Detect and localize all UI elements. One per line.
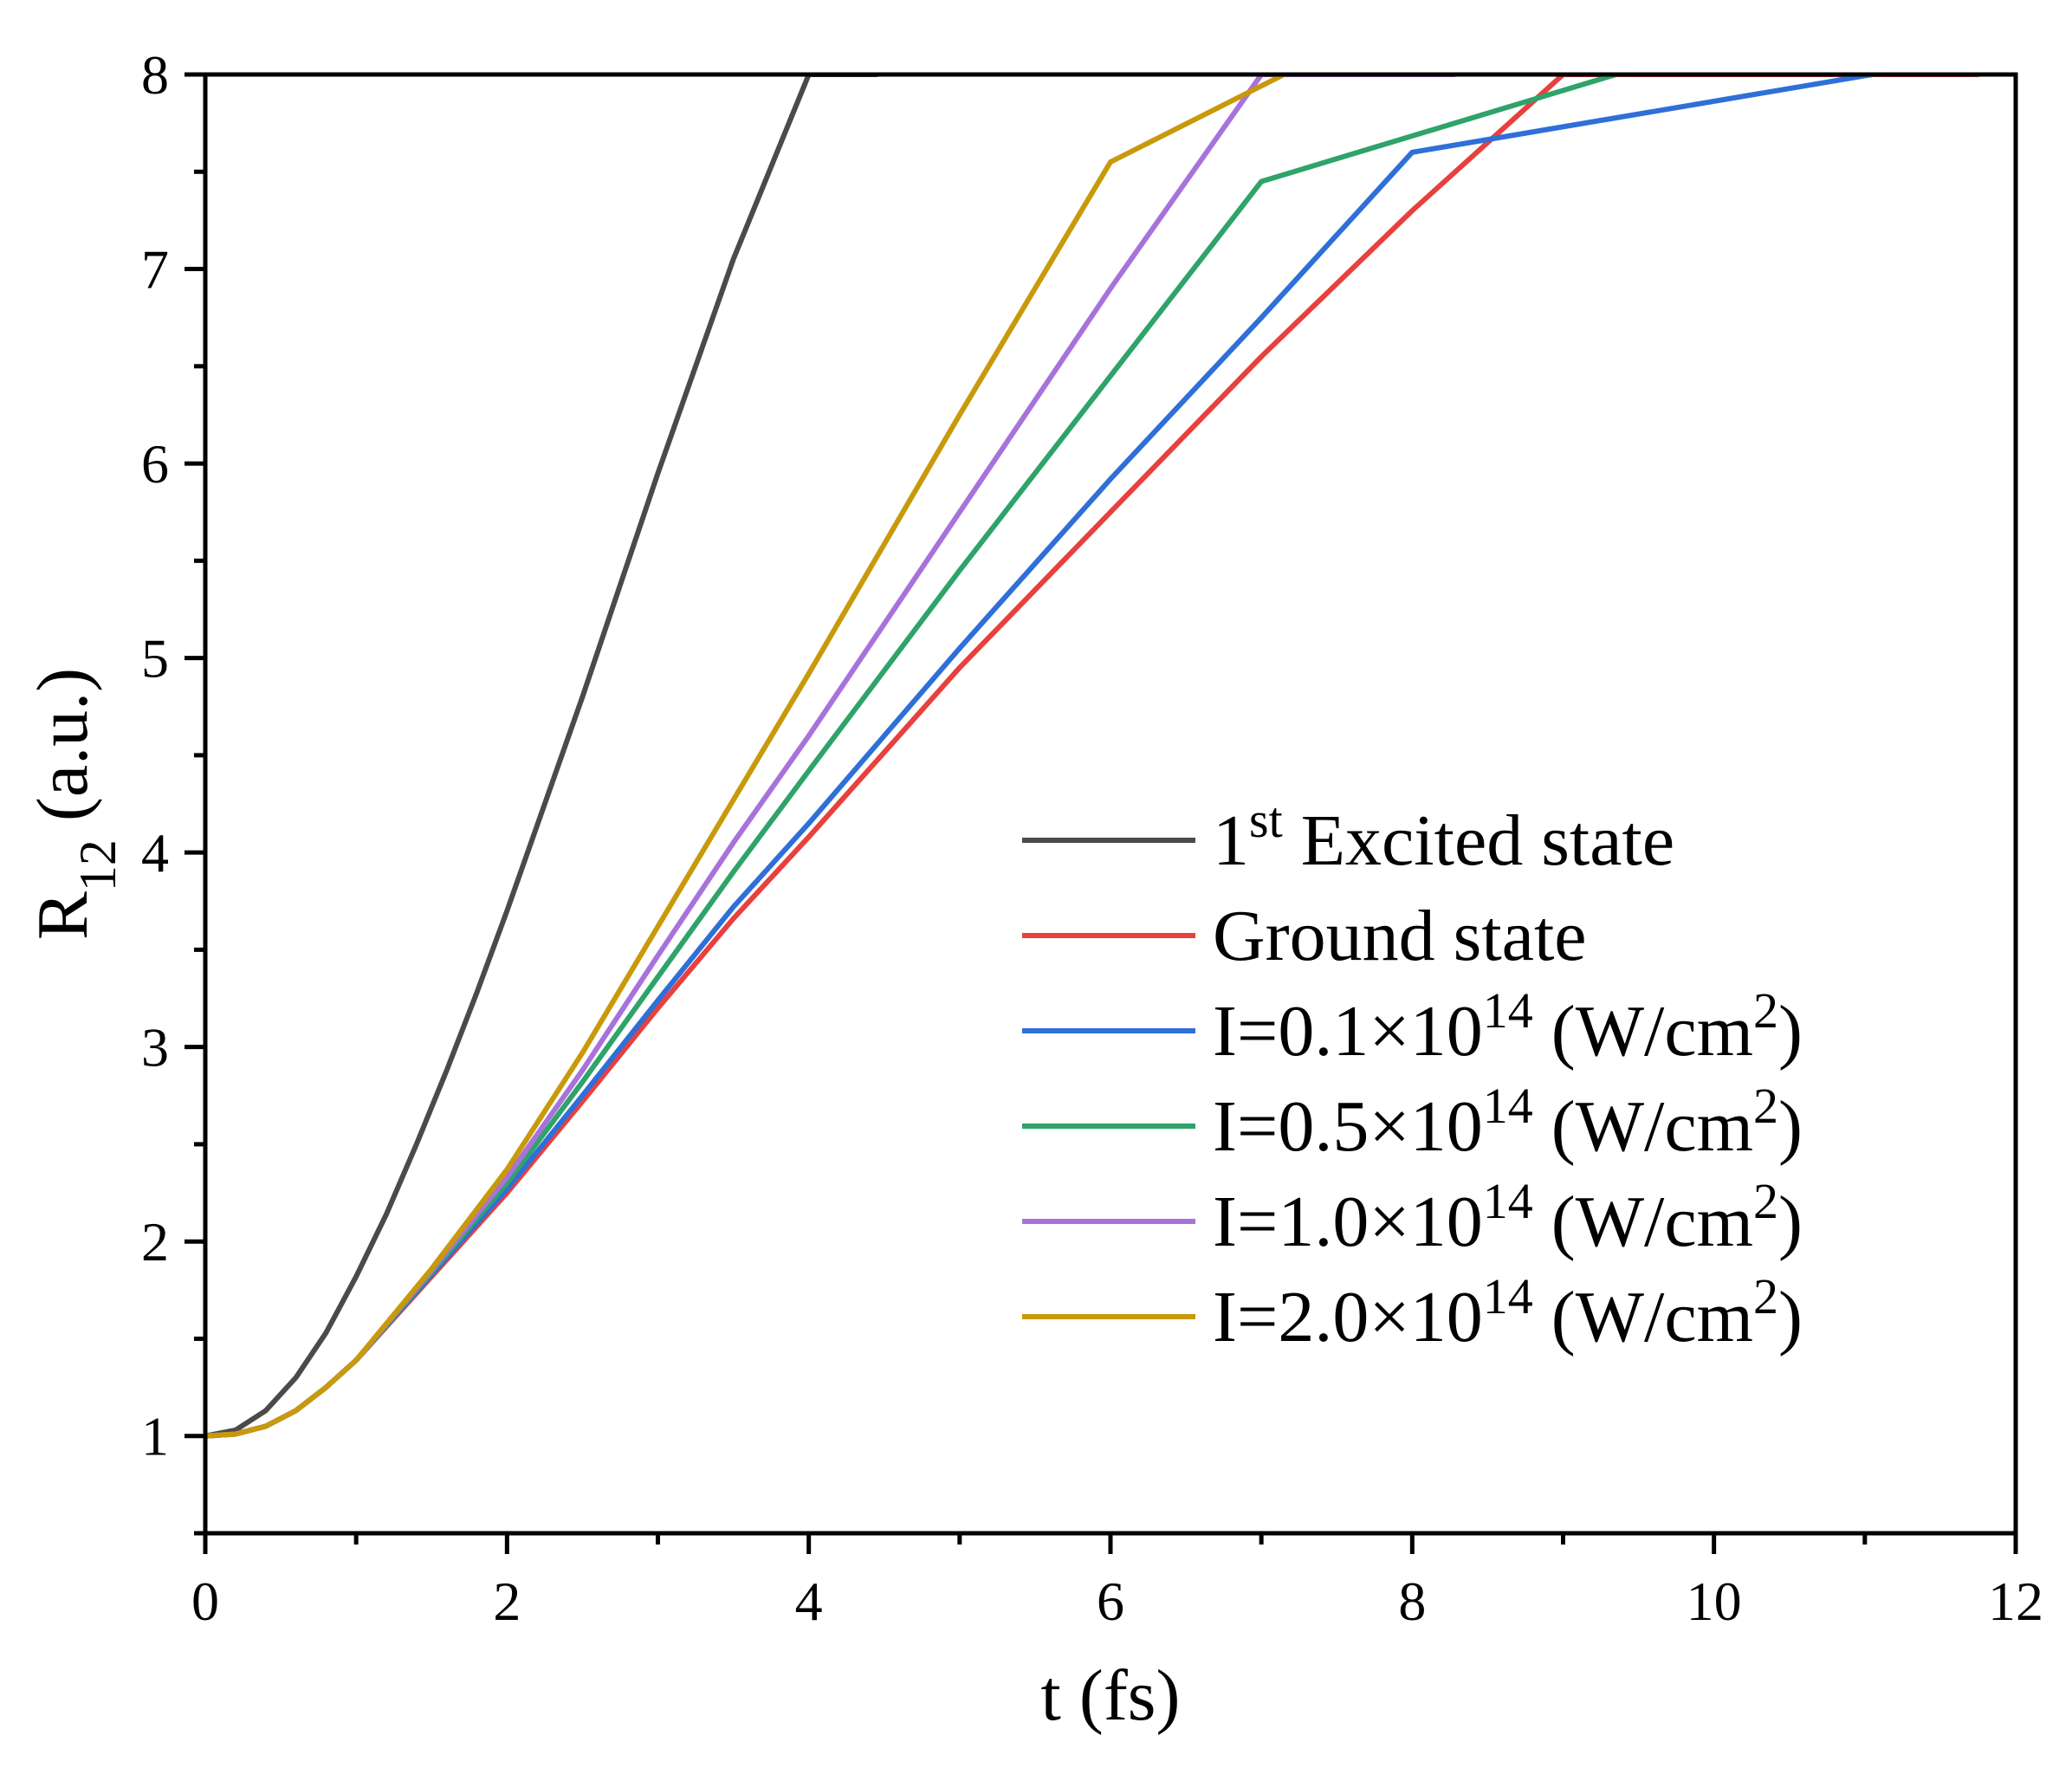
series-lines <box>205 74 1981 1439</box>
legend-item-6: I=2.0×1014 (W/cm2) <box>1022 1268 1803 1358</box>
y-tick-label: 2 <box>141 1211 169 1273</box>
x-axis-title: t (fs) <box>1041 1655 1181 1736</box>
legend-item-2: Ground state <box>1022 896 1587 976</box>
series-line-6 <box>205 74 1287 1439</box>
y-tick-label: 7 <box>141 239 169 301</box>
y-axis-title-rest: (a.u.) <box>23 668 103 839</box>
y-tick-label: 8 <box>141 44 169 106</box>
legend-label: I=1.0×1014 (W/cm2) <box>1213 1173 1803 1263</box>
y-axis-title-main: R <box>23 891 103 940</box>
legend-label: I=0.5×1014 (W/cm2) <box>1213 1078 1803 1168</box>
legend-item-3: I=0.1×1014 (W/cm2) <box>1022 982 1803 1072</box>
y-tick-label: 1 <box>141 1406 169 1467</box>
legend-item-1: 1st Excited state <box>1022 792 1674 882</box>
x-tick-label: 0 <box>191 1571 219 1632</box>
legend-item-5: I=1.0×1014 (W/cm2) <box>1022 1173 1803 1263</box>
legend: 1st Excited state Ground stateI=0.1×1014 … <box>1022 792 1803 1358</box>
y-tick-label: 3 <box>141 1017 169 1078</box>
y-tick-label: 5 <box>141 628 169 690</box>
y-axis-title: R12 (a.u.) <box>23 668 126 940</box>
legend-label: I=0.1×1014 (W/cm2) <box>1213 982 1803 1072</box>
plot-frame <box>203 72 2018 1536</box>
legend-label: I=2.0×1014 (W/cm2) <box>1213 1268 1803 1358</box>
y-axis-title-subscript: 12 <box>69 839 126 891</box>
legend-label: Ground state <box>1213 896 1587 976</box>
legend-item-4: I=0.5×1014 (W/cm2) <box>1022 1078 1803 1168</box>
x-tick-label: 8 <box>1398 1571 1426 1632</box>
x-tick-label: 2 <box>493 1571 521 1632</box>
legend-label: 1st Excited state <box>1213 792 1674 882</box>
x-tick-label: 12 <box>1988 1571 2043 1632</box>
y-tick-label: 4 <box>141 822 169 884</box>
x-tick-label: 10 <box>1687 1571 1742 1632</box>
series-line-1 <box>205 74 879 1439</box>
x-tick-label: 4 <box>795 1571 823 1632</box>
y-tick-label: 6 <box>141 433 169 495</box>
x-tick-label: 6 <box>1097 1571 1124 1632</box>
